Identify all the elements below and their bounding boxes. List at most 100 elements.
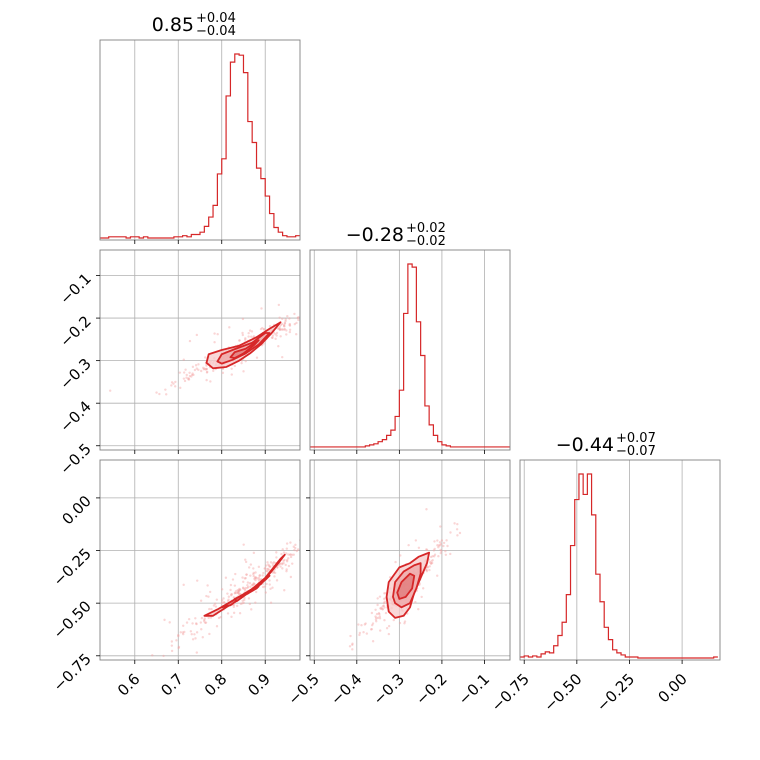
scatter-point — [230, 594, 233, 597]
axes-frame — [99, 459, 301, 661]
scatter-point — [177, 633, 180, 637]
scatter-point — [351, 642, 354, 645]
scatter-point — [271, 586, 274, 589]
scatter-point — [268, 583, 271, 586]
scatter-point — [170, 640, 174, 643]
title-upper-error: +0.07 — [616, 431, 656, 446]
scatter-point — [234, 590, 238, 593]
scatter-point — [289, 541, 292, 544]
scatter-point — [429, 562, 433, 565]
scatter-point — [278, 327, 281, 330]
scatter-point — [252, 582, 255, 585]
scatter-point — [220, 599, 224, 602]
scatter-point — [282, 323, 286, 327]
scatter-point — [428, 561, 432, 564]
scatter-point — [185, 373, 188, 377]
scatter-point — [189, 630, 193, 633]
scatter-point — [202, 368, 206, 371]
scatter-point — [289, 575, 293, 579]
y-tick-label: −0.3 — [56, 355, 94, 393]
x-tick-label: 0.6 — [114, 670, 144, 700]
scatter-point — [207, 616, 210, 620]
scatter-point — [254, 576, 257, 579]
scatter-point — [197, 368, 200, 372]
scatter-point — [230, 367, 233, 370]
scatter-point — [187, 377, 190, 380]
scatter-point — [304, 585, 306, 587]
scatter-point — [295, 549, 299, 553]
scatter-point — [398, 621, 402, 625]
scatter-point — [265, 582, 268, 586]
scatter-point — [252, 572, 255, 576]
scatter-point — [269, 561, 273, 564]
scatter-point — [420, 595, 423, 599]
scatter-point — [242, 601, 245, 605]
scatter-point — [262, 571, 265, 575]
histogram-step-line — [310, 263, 510, 448]
scatter-point — [268, 579, 271, 582]
gridlines — [523, 460, 683, 660]
scatter-point — [283, 321, 287, 324]
x-tick-label: −0.25 — [593, 670, 638, 715]
scatter-point — [241, 576, 244, 579]
scatter-point — [244, 337, 247, 340]
scatter-point — [430, 562, 433, 565]
scatter-point — [417, 607, 420, 611]
scatter-point — [444, 553, 448, 556]
scatter-point — [214, 605, 218, 608]
scatter-point — [243, 596, 246, 600]
axes-frame — [99, 39, 301, 241]
scatter-point — [379, 607, 383, 610]
scatter-point — [170, 644, 174, 647]
scatter-point — [233, 364, 237, 368]
x-tick-label: −0.4 — [327, 670, 365, 708]
scatter-point — [244, 586, 247, 590]
scatter-point — [382, 604, 385, 607]
scatter-point — [162, 654, 165, 658]
scatter-point — [383, 592, 386, 595]
scatter-point — [193, 368, 197, 372]
scatter-point — [453, 522, 456, 525]
scatter-point — [436, 539, 439, 542]
scatter-point — [303, 551, 305, 553]
scatter-point — [271, 562, 274, 565]
scatter-point — [182, 358, 185, 361]
scatter-point — [248, 329, 252, 332]
scatter-point — [244, 576, 247, 580]
scatter-point — [320, 523, 322, 525]
scatter-point — [237, 589, 240, 593]
density-contour-3 — [229, 339, 260, 359]
scatter-point — [196, 579, 199, 582]
scatter-point — [288, 328, 292, 331]
scatter-point — [205, 378, 208, 382]
scatter-point — [254, 576, 257, 580]
scatter-point — [209, 380, 212, 383]
scatter-point — [168, 621, 171, 624]
scatter-point — [272, 570, 276, 573]
scatter-point — [297, 315, 300, 319]
panel-diag-2: −0.75 −0.50 −0.25 0.00 −0.44 +0.07−0.07 — [488, 431, 721, 715]
scatter-point — [173, 385, 177, 388]
scatter-point — [272, 561, 276, 564]
scatter-point — [220, 601, 224, 604]
title-upper-error: +0.02 — [406, 221, 446, 236]
scatter-point — [301, 556, 303, 558]
scatter-point — [231, 578, 235, 581]
scatter-point — [182, 632, 185, 636]
scatter-point — [232, 605, 236, 609]
scatter-point — [277, 345, 280, 348]
y-tick-label: −0.25 — [50, 545, 95, 590]
scatter-point — [433, 540, 436, 543]
scatter-point — [288, 323, 291, 327]
scatter-point — [268, 568, 271, 572]
scatter-point — [422, 587, 425, 590]
scatter-point — [183, 379, 187, 383]
scatter-point — [348, 645, 352, 648]
scatter-point — [183, 630, 186, 634]
scatter-point — [237, 591, 240, 595]
scatter-point — [431, 554, 434, 558]
scatter-point — [199, 621, 203, 624]
scatter-point — [296, 316, 299, 320]
scatter-point — [197, 363, 200, 366]
